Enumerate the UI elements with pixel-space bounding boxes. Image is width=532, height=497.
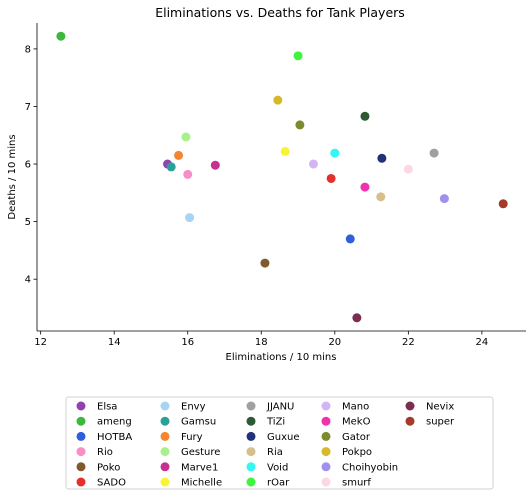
legend-marker xyxy=(160,462,170,472)
data-point xyxy=(352,313,362,323)
x-tick-label: 12 xyxy=(34,337,47,348)
legend-label: ameng xyxy=(97,417,132,428)
legend-marker xyxy=(76,401,86,411)
legend-marker xyxy=(160,447,170,457)
legend-label: Nevix xyxy=(426,402,454,413)
legend-label: Choihyobin xyxy=(342,462,398,473)
legend-label: rOar xyxy=(267,478,290,489)
legend-marker xyxy=(405,401,415,411)
legend-marker xyxy=(405,416,415,426)
legend-marker xyxy=(76,477,86,487)
data-point xyxy=(174,150,184,160)
data-point xyxy=(429,148,439,158)
legend-label: Fury xyxy=(181,432,203,443)
data-point xyxy=(360,182,370,192)
data-point xyxy=(273,95,283,105)
legend-marker xyxy=(246,416,256,426)
data-point xyxy=(376,192,386,202)
data-point xyxy=(330,148,340,158)
legend-label: Rio xyxy=(97,447,113,458)
legend-marker xyxy=(160,431,170,441)
y-axis: 4 5 6 7 8 xyxy=(25,23,38,331)
data-point xyxy=(181,132,191,142)
x-tick-label: 18 xyxy=(255,337,268,348)
legend-label: TiZi xyxy=(266,417,285,428)
data-point xyxy=(345,234,355,244)
data-point xyxy=(498,199,508,209)
data-point xyxy=(439,194,449,204)
data-point xyxy=(260,258,270,268)
legend-label: Michelle xyxy=(181,478,222,489)
legend-label: super xyxy=(426,417,455,428)
data-point xyxy=(377,153,387,163)
legend-marker xyxy=(160,401,170,411)
x-tick-label: 24 xyxy=(476,337,489,348)
legend-label: Gator xyxy=(342,432,371,443)
x-tick-label: 22 xyxy=(402,337,415,348)
legend-label: JJANU xyxy=(266,402,294,413)
legend-marker xyxy=(246,401,256,411)
x-axis: 12 14 16 18 20 22 24 xyxy=(34,330,526,348)
y-tick-label: 4 xyxy=(25,275,31,286)
legend-marker xyxy=(321,416,331,426)
data-point xyxy=(280,146,290,156)
legend-marker xyxy=(246,462,256,472)
legend-label: Ria xyxy=(267,447,283,458)
data-point xyxy=(56,31,66,41)
legend-marker xyxy=(321,431,331,441)
legend-marker xyxy=(76,447,86,457)
data-point xyxy=(183,169,193,179)
y-tick-label: 8 xyxy=(25,44,31,55)
legend-label: Gamsu xyxy=(181,417,216,428)
legend-label: smurf xyxy=(342,478,371,489)
legend: Elsa ameng HOTBA Rio Poko SADO Envy Gamsu Fury Ge… xyxy=(65,396,494,490)
y-axis-label: Deaths / 10 mins xyxy=(7,134,18,219)
legend-label: Envy xyxy=(181,402,206,413)
data-point xyxy=(326,173,336,183)
legend-marker xyxy=(76,416,86,426)
y-tick-label: 7 xyxy=(25,102,31,113)
legend-marker xyxy=(76,431,86,441)
data-point xyxy=(210,160,220,170)
legend-marker xyxy=(76,462,86,472)
legend-label: HOTBA xyxy=(97,432,132,443)
legend-frame xyxy=(65,396,494,490)
legend-marker xyxy=(160,477,170,487)
legend-label: Marve1 xyxy=(181,462,218,473)
legend-label: Elsa xyxy=(97,402,117,413)
data-point xyxy=(295,120,305,130)
chart-title: Eliminations vs. Deaths for Tank Players xyxy=(155,5,405,20)
legend-marker xyxy=(321,447,331,457)
legend-marker xyxy=(246,431,256,441)
data-point xyxy=(308,159,318,169)
legend-label: MekO xyxy=(342,417,371,428)
y-tick-label: 5 xyxy=(25,217,31,228)
legend-marker xyxy=(246,477,256,487)
data-point xyxy=(185,213,195,223)
data-point xyxy=(293,51,303,61)
legend-label: SADO xyxy=(97,478,126,489)
x-tick-label: 14 xyxy=(108,337,121,348)
y-tick-label: 6 xyxy=(25,160,31,171)
data-point xyxy=(166,162,176,172)
legend-marker xyxy=(321,477,331,487)
legend-marker xyxy=(246,447,256,457)
legend-label: Gesture xyxy=(181,447,220,458)
data-point xyxy=(403,164,413,174)
legend-label: Poko xyxy=(97,462,120,473)
plot-area xyxy=(56,31,508,323)
legend-marker xyxy=(321,401,331,411)
legend-marker xyxy=(160,416,170,426)
x-tick-label: 16 xyxy=(181,337,194,348)
x-axis-label: Eliminations / 10 mins xyxy=(226,352,337,363)
legend-label: Mano xyxy=(342,402,369,413)
legend-label: Pokpo xyxy=(342,447,372,458)
legend-marker xyxy=(321,462,331,472)
legend-label: Guxue xyxy=(267,432,300,443)
legend-label: Void xyxy=(267,462,288,473)
data-point xyxy=(360,111,370,121)
x-tick-label: 20 xyxy=(328,337,341,348)
